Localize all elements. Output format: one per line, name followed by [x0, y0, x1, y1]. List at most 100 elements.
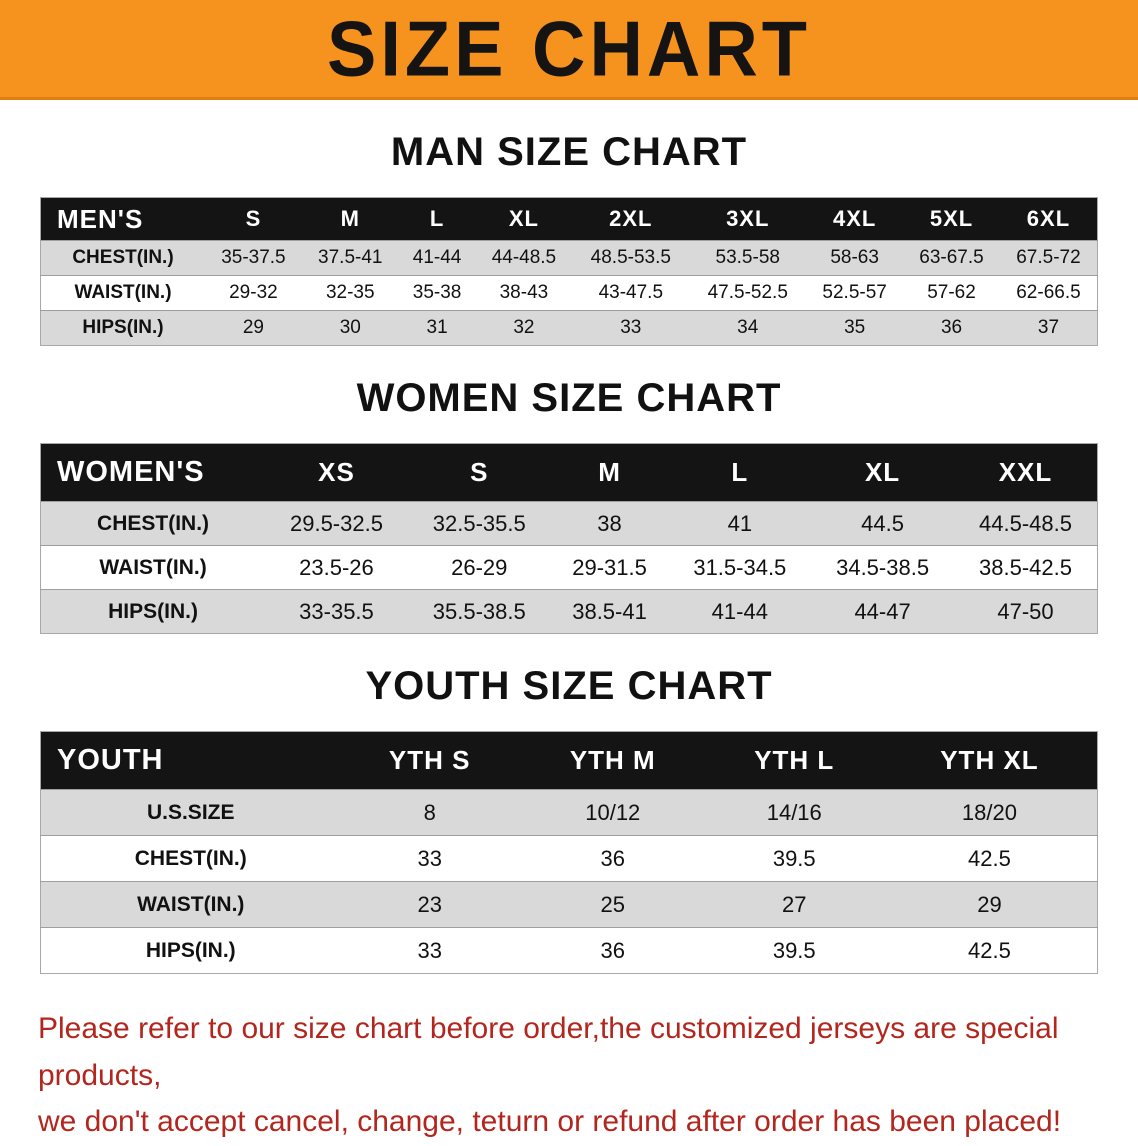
size-header-cell: M [550, 443, 669, 502]
table-header-row: YOUTH YTH S YTH M YTH L YTH XL [40, 731, 1098, 790]
size-header-cell: XXL [953, 443, 1098, 502]
measurement-value-cell: 41 [668, 501, 812, 546]
measurement-value-cell: 27 [706, 881, 882, 928]
measurement-value-cell: 29 [204, 310, 302, 346]
measurement-value-cell: 34 [689, 310, 807, 346]
measurement-value-cell: 33 [340, 927, 519, 974]
size-header-cell: L [668, 443, 812, 502]
measurement-value-cell: 23.5-26 [265, 545, 408, 590]
measurement-value-cell: 33 [572, 310, 690, 346]
disclaimer-line-1: Please refer to our size chart before or… [38, 1012, 1059, 1092]
size-header-cell: 3XL [689, 197, 807, 241]
measurement-row: HIPS(IN.) 33-35.5 35.5-38.5 38.5-41 41-44 44-… [40, 589, 1098, 634]
size-header-cell: YTH XL [881, 731, 1098, 790]
measurement-value-cell: 18/20 [881, 789, 1098, 836]
measurement-value-cell: 29.5-32.5 [265, 501, 408, 546]
measurement-value-cell: 8 [340, 789, 519, 836]
measurement-value-cell: 37 [999, 310, 1098, 346]
measurement-value-cell: 38 [550, 501, 669, 546]
measurement-value-cell: 57-62 [903, 275, 1000, 311]
measurement-value-cell: 35.5-38.5 [407, 589, 551, 634]
size-header-cell: YTH S [340, 731, 519, 790]
men-size-section: MAN SIZE CHART MEN'S S M L XL 2XL 3XL 4XL 5XL 6XL… [0, 130, 1138, 346]
measurement-value-cell: 35-37.5 [204, 240, 302, 276]
youth-size-table: YOUTH YTH S YTH M YTH L YTH XL U.S.SIZE 8 10/12… [40, 731, 1098, 974]
table-header-row: MEN'S S M L XL 2XL 3XL 4XL 5XL 6XL [40, 197, 1098, 241]
measurement-value-cell: 25 [518, 881, 707, 928]
size-header-cell: S [204, 197, 302, 241]
measurement-value-cell: 36 [518, 927, 707, 974]
measurement-value-cell: 44.5-48.5 [953, 501, 1098, 546]
measurement-value-cell: 63-67.5 [903, 240, 1000, 276]
measurement-value-cell: 38-43 [475, 275, 573, 311]
table-title-cell: YOUTH [40, 731, 341, 790]
measurement-value-cell: 43-47.5 [572, 275, 690, 311]
measurement-value-cell: 26-29 [407, 545, 551, 590]
measurement-row: HIPS(IN.) 33 36 39.5 42.5 [40, 927, 1098, 974]
youth-section-heading: YOUTH SIZE CHART [365, 664, 773, 708]
measurement-value-cell: 10/12 [518, 789, 707, 836]
measurement-value-cell: 38.5-42.5 [953, 545, 1098, 590]
women-size-section: WOMEN SIZE CHART WOMEN'S XS S M L XL XXL CHEST(… [0, 376, 1138, 634]
measurement-label-cell: CHEST(IN.) [40, 240, 205, 276]
measurement-value-cell: 32-35 [301, 275, 399, 311]
measurement-value-cell: 37.5-41 [301, 240, 399, 276]
measurement-value-cell: 44-48.5 [475, 240, 573, 276]
men-size-table: MEN'S S M L XL 2XL 3XL 4XL 5XL 6XL CHEST(IN.) 35-37… [40, 197, 1098, 346]
measurement-label-cell: HIPS(IN.) [40, 589, 266, 634]
measurement-value-cell: 29 [881, 881, 1098, 928]
measurement-label-cell: WAIST(IN.) [40, 275, 205, 311]
measurement-value-cell: 53.5-58 [689, 240, 807, 276]
measurement-value-cell: 35-38 [398, 275, 476, 311]
measurement-label-cell: WAIST(IN.) [40, 545, 266, 590]
measurement-row: CHEST(IN.) 29.5-32.5 32.5-35.5 38 41 44.5 44.5… [40, 501, 1098, 546]
measurement-value-cell: 41-44 [668, 589, 812, 634]
table-title-cell: MEN'S [40, 197, 205, 241]
size-header-cell: 4XL [806, 197, 904, 241]
measurement-label-cell: U.S.SIZE [40, 789, 341, 836]
size-header-cell: 2XL [572, 197, 690, 241]
measurement-value-cell: 52.5-57 [806, 275, 904, 311]
size-header-cell: S [407, 443, 551, 502]
measurement-value-cell: 32 [475, 310, 573, 346]
measurement-label-cell: HIPS(IN.) [40, 927, 341, 974]
size-header-cell: XL [475, 197, 573, 241]
measurement-row: U.S.SIZE 8 10/12 14/16 18/20 [40, 789, 1098, 836]
measurement-value-cell: 41-44 [398, 240, 476, 276]
measurement-value-cell: 67.5-72 [999, 240, 1098, 276]
measurement-label-cell: HIPS(IN.) [40, 310, 205, 346]
measurement-row: WAIST(IN.) 23 25 27 29 [40, 881, 1098, 928]
measurement-value-cell: 34.5-38.5 [811, 545, 954, 590]
measurement-value-cell: 47.5-52.5 [689, 275, 807, 311]
measurement-value-cell: 31 [398, 310, 476, 346]
measurement-value-cell: 33 [340, 835, 519, 882]
measurement-value-cell: 58-63 [806, 240, 904, 276]
size-header-cell: YTH L [706, 731, 882, 790]
measurement-row: CHEST(IN.) 35-37.5 37.5-41 41-44 44-48.5 48.5… [40, 240, 1098, 276]
size-header-cell: XS [265, 443, 408, 502]
page-title: SIZE CHART [327, 4, 811, 93]
measurement-value-cell: 39.5 [706, 835, 882, 882]
measurement-label-cell: CHEST(IN.) [40, 835, 341, 882]
measurement-value-cell: 29-31.5 [550, 545, 669, 590]
measurement-value-cell: 30 [301, 310, 399, 346]
table-header-row: WOMEN'S XS S M L XL XXL [40, 443, 1098, 502]
size-header-cell: 5XL [903, 197, 1000, 241]
measurement-value-cell: 23 [340, 881, 519, 928]
women-size-table: WOMEN'S XS S M L XL XXL CHEST(IN.) 29.5-32.5 32.5… [40, 443, 1098, 634]
measurement-value-cell: 36 [903, 310, 1000, 346]
size-header-cell: 6XL [999, 197, 1098, 241]
size-header-cell: M [301, 197, 399, 241]
measurement-label-cell: WAIST(IN.) [40, 881, 341, 928]
measurement-value-cell: 38.5-41 [550, 589, 669, 634]
measurement-value-cell: 14/16 [706, 789, 882, 836]
measurement-row: HIPS(IN.) 29 30 31 32 33 34 35 36 37 [40, 310, 1098, 346]
disclaimer-text: Please refer to our size chart before or… [38, 1006, 1100, 1146]
measurement-value-cell: 44.5 [811, 501, 954, 546]
measurement-value-cell: 48.5-53.5 [572, 240, 690, 276]
size-chart-banner: SIZE CHART [0, 0, 1138, 100]
measurement-value-cell: 42.5 [881, 927, 1098, 974]
measurement-row: WAIST(IN.) 29-32 32-35 35-38 38-43 43-47.5 47.… [40, 275, 1098, 311]
measurement-value-cell: 47-50 [953, 589, 1098, 634]
size-header-cell: L [398, 197, 476, 241]
